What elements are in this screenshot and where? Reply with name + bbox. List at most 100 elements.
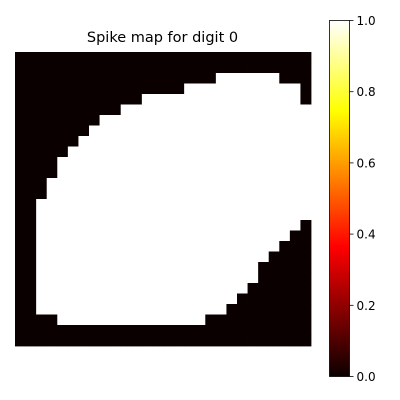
heatmap-cell [173,94,185,105]
heatmap-cell [25,178,37,189]
heatmap-cell [237,83,248,95]
heatmap-cell [226,52,238,63]
heatmap-cell [194,199,206,210]
heatmap-cells [15,52,312,347]
heatmap-cell [46,62,58,74]
heatmap-cell [99,251,111,263]
heatmap-cell [258,146,270,158]
heatmap-cell [205,94,217,105]
heatmap-cell [205,199,217,210]
heatmap-cell [247,335,259,347]
heatmap-cell [215,314,227,326]
heatmap-cell [205,209,217,221]
heatmap-cell [110,178,122,189]
heatmap-cell [194,230,206,242]
heatmap-cell [152,209,164,221]
heatmap-cell [46,146,58,158]
heatmap-cell [289,251,301,263]
heatmap-cell [15,293,26,305]
heatmap-cell [131,251,143,263]
heatmap-cell [78,304,90,315]
heatmap-cell [289,94,301,105]
heatmap-cell [247,251,259,263]
heatmap-cell [163,335,174,347]
heatmap-cell [247,52,259,63]
heatmap-cell [131,230,143,242]
heatmap-cell [152,188,164,200]
heatmap-cell [205,314,217,326]
heatmap-cell [258,251,270,263]
heatmap-cell [163,241,174,252]
heatmap-cell [99,335,111,347]
heatmap-cell [226,104,238,116]
heatmap-cell [258,136,270,147]
heatmap-cell [247,62,259,74]
heatmap-cell [152,157,164,168]
heatmap-cell [258,241,270,252]
heatmap-cell [237,272,248,284]
heatmap-cell [152,325,164,336]
heatmap-cell [289,104,301,116]
heatmap-cell [268,136,280,147]
heatmap-cell [173,52,185,63]
heatmap-cell [57,178,69,189]
heatmap-cell [110,73,122,84]
heatmap-cell [57,115,69,126]
heatmap-cell [163,220,174,231]
heatmap-cell [279,115,291,126]
heatmap-cell [163,157,174,168]
heatmap-cell [141,178,153,189]
colorbar-tick-label: 0.2 [357,299,376,313]
colorbar-tick-label: 0.8 [357,85,376,99]
heatmap-cell [152,146,164,158]
heatmap-cell [226,167,238,179]
heatmap-cell [78,115,90,126]
heatmap-cell [110,52,122,63]
heatmap-cell [78,220,90,231]
colorbar-tick-label: 0.0 [357,370,376,384]
heatmap-cell [268,272,280,284]
heatmap-cell [163,230,174,242]
heatmap-cell [78,157,90,168]
heatmap-cell [46,167,58,179]
heatmap-cell [279,52,291,63]
heatmap-cell [237,304,248,315]
heatmap-cell [279,136,291,147]
heatmap-cell [237,325,248,336]
heatmap-cell [46,188,58,200]
heatmap-cell [89,125,100,137]
heatmap-cell [15,115,26,126]
heatmap-cell [289,325,301,336]
heatmap-cell [289,83,301,95]
heatmap-cell [268,73,280,84]
heatmap-cell [15,125,26,137]
heatmap-cell [205,104,217,116]
heatmap-cell [36,157,48,168]
heatmap-cell [300,314,312,326]
heatmap-cell [173,125,185,137]
heatmap-cell [141,241,153,252]
heatmap-cell [226,62,238,74]
heatmap-cell [152,52,164,63]
heatmap-cell [25,157,37,168]
heatmap-cell [268,293,280,305]
heatmap-cell [226,199,238,210]
heatmap-cell [279,230,291,242]
heatmap-cell [141,335,153,347]
heatmap-cell [78,272,90,284]
heatmap-cell [226,314,238,326]
heatmap-cell [25,262,37,273]
heatmap-cell [184,262,196,273]
heatmap-cell [25,62,37,74]
heatmap-cell [268,157,280,168]
heatmap-cell [205,62,217,74]
heatmap-cell [25,314,37,326]
heatmap-cell [78,230,90,242]
heatmap-cell [184,62,196,74]
heatmap-cell [131,136,143,147]
heatmap-cell [194,262,206,273]
heatmap-cell [226,251,238,263]
heatmap-cell [67,146,79,158]
heatmap-cell [258,52,270,63]
heatmap-cell [163,283,174,294]
